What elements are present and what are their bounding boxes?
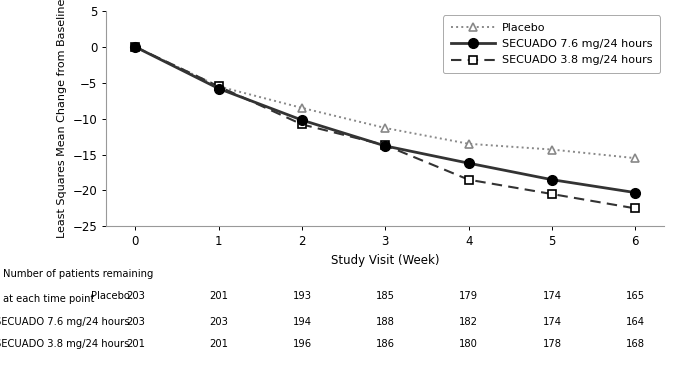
Text: 180: 180 <box>459 339 478 349</box>
Text: Number of patients remaining: Number of patients remaining <box>3 269 154 279</box>
Text: 174: 174 <box>543 317 562 327</box>
Text: 188: 188 <box>376 317 395 327</box>
Text: 185: 185 <box>376 291 395 301</box>
Text: 201: 201 <box>209 291 228 301</box>
Text: at each time point: at each time point <box>3 294 95 304</box>
Text: 203: 203 <box>126 291 145 301</box>
Text: 201: 201 <box>209 339 228 349</box>
Text: 179: 179 <box>459 291 478 301</box>
Text: SECUADO 7.6 mg/24 hours: SECUADO 7.6 mg/24 hours <box>0 317 130 327</box>
Text: SECUADO 3.8 mg/24 hours: SECUADO 3.8 mg/24 hours <box>0 339 130 349</box>
Text: 194: 194 <box>292 317 312 327</box>
Text: 174: 174 <box>543 291 562 301</box>
Text: 196: 196 <box>292 339 312 349</box>
Text: 164: 164 <box>626 317 645 327</box>
X-axis label: Study Visit (Week): Study Visit (Week) <box>331 254 440 267</box>
Text: 203: 203 <box>209 317 228 327</box>
Text: 193: 193 <box>292 291 312 301</box>
Text: 186: 186 <box>376 339 395 349</box>
Text: 168: 168 <box>626 339 645 349</box>
Text: Placebo: Placebo <box>91 291 130 301</box>
Text: 201: 201 <box>126 339 145 349</box>
Text: 203: 203 <box>126 317 145 327</box>
Text: 182: 182 <box>459 317 478 327</box>
Text: 165: 165 <box>625 291 645 301</box>
Legend: Placebo, SECUADO 7.6 mg/24 hours, SECUADO 3.8 mg/24 hours: Placebo, SECUADO 7.6 mg/24 hours, SECUAD… <box>443 15 660 73</box>
Text: 178: 178 <box>543 339 562 349</box>
Y-axis label: Least Squares Mean Change from Baseline: Least Squares Mean Change from Baseline <box>57 0 67 238</box>
